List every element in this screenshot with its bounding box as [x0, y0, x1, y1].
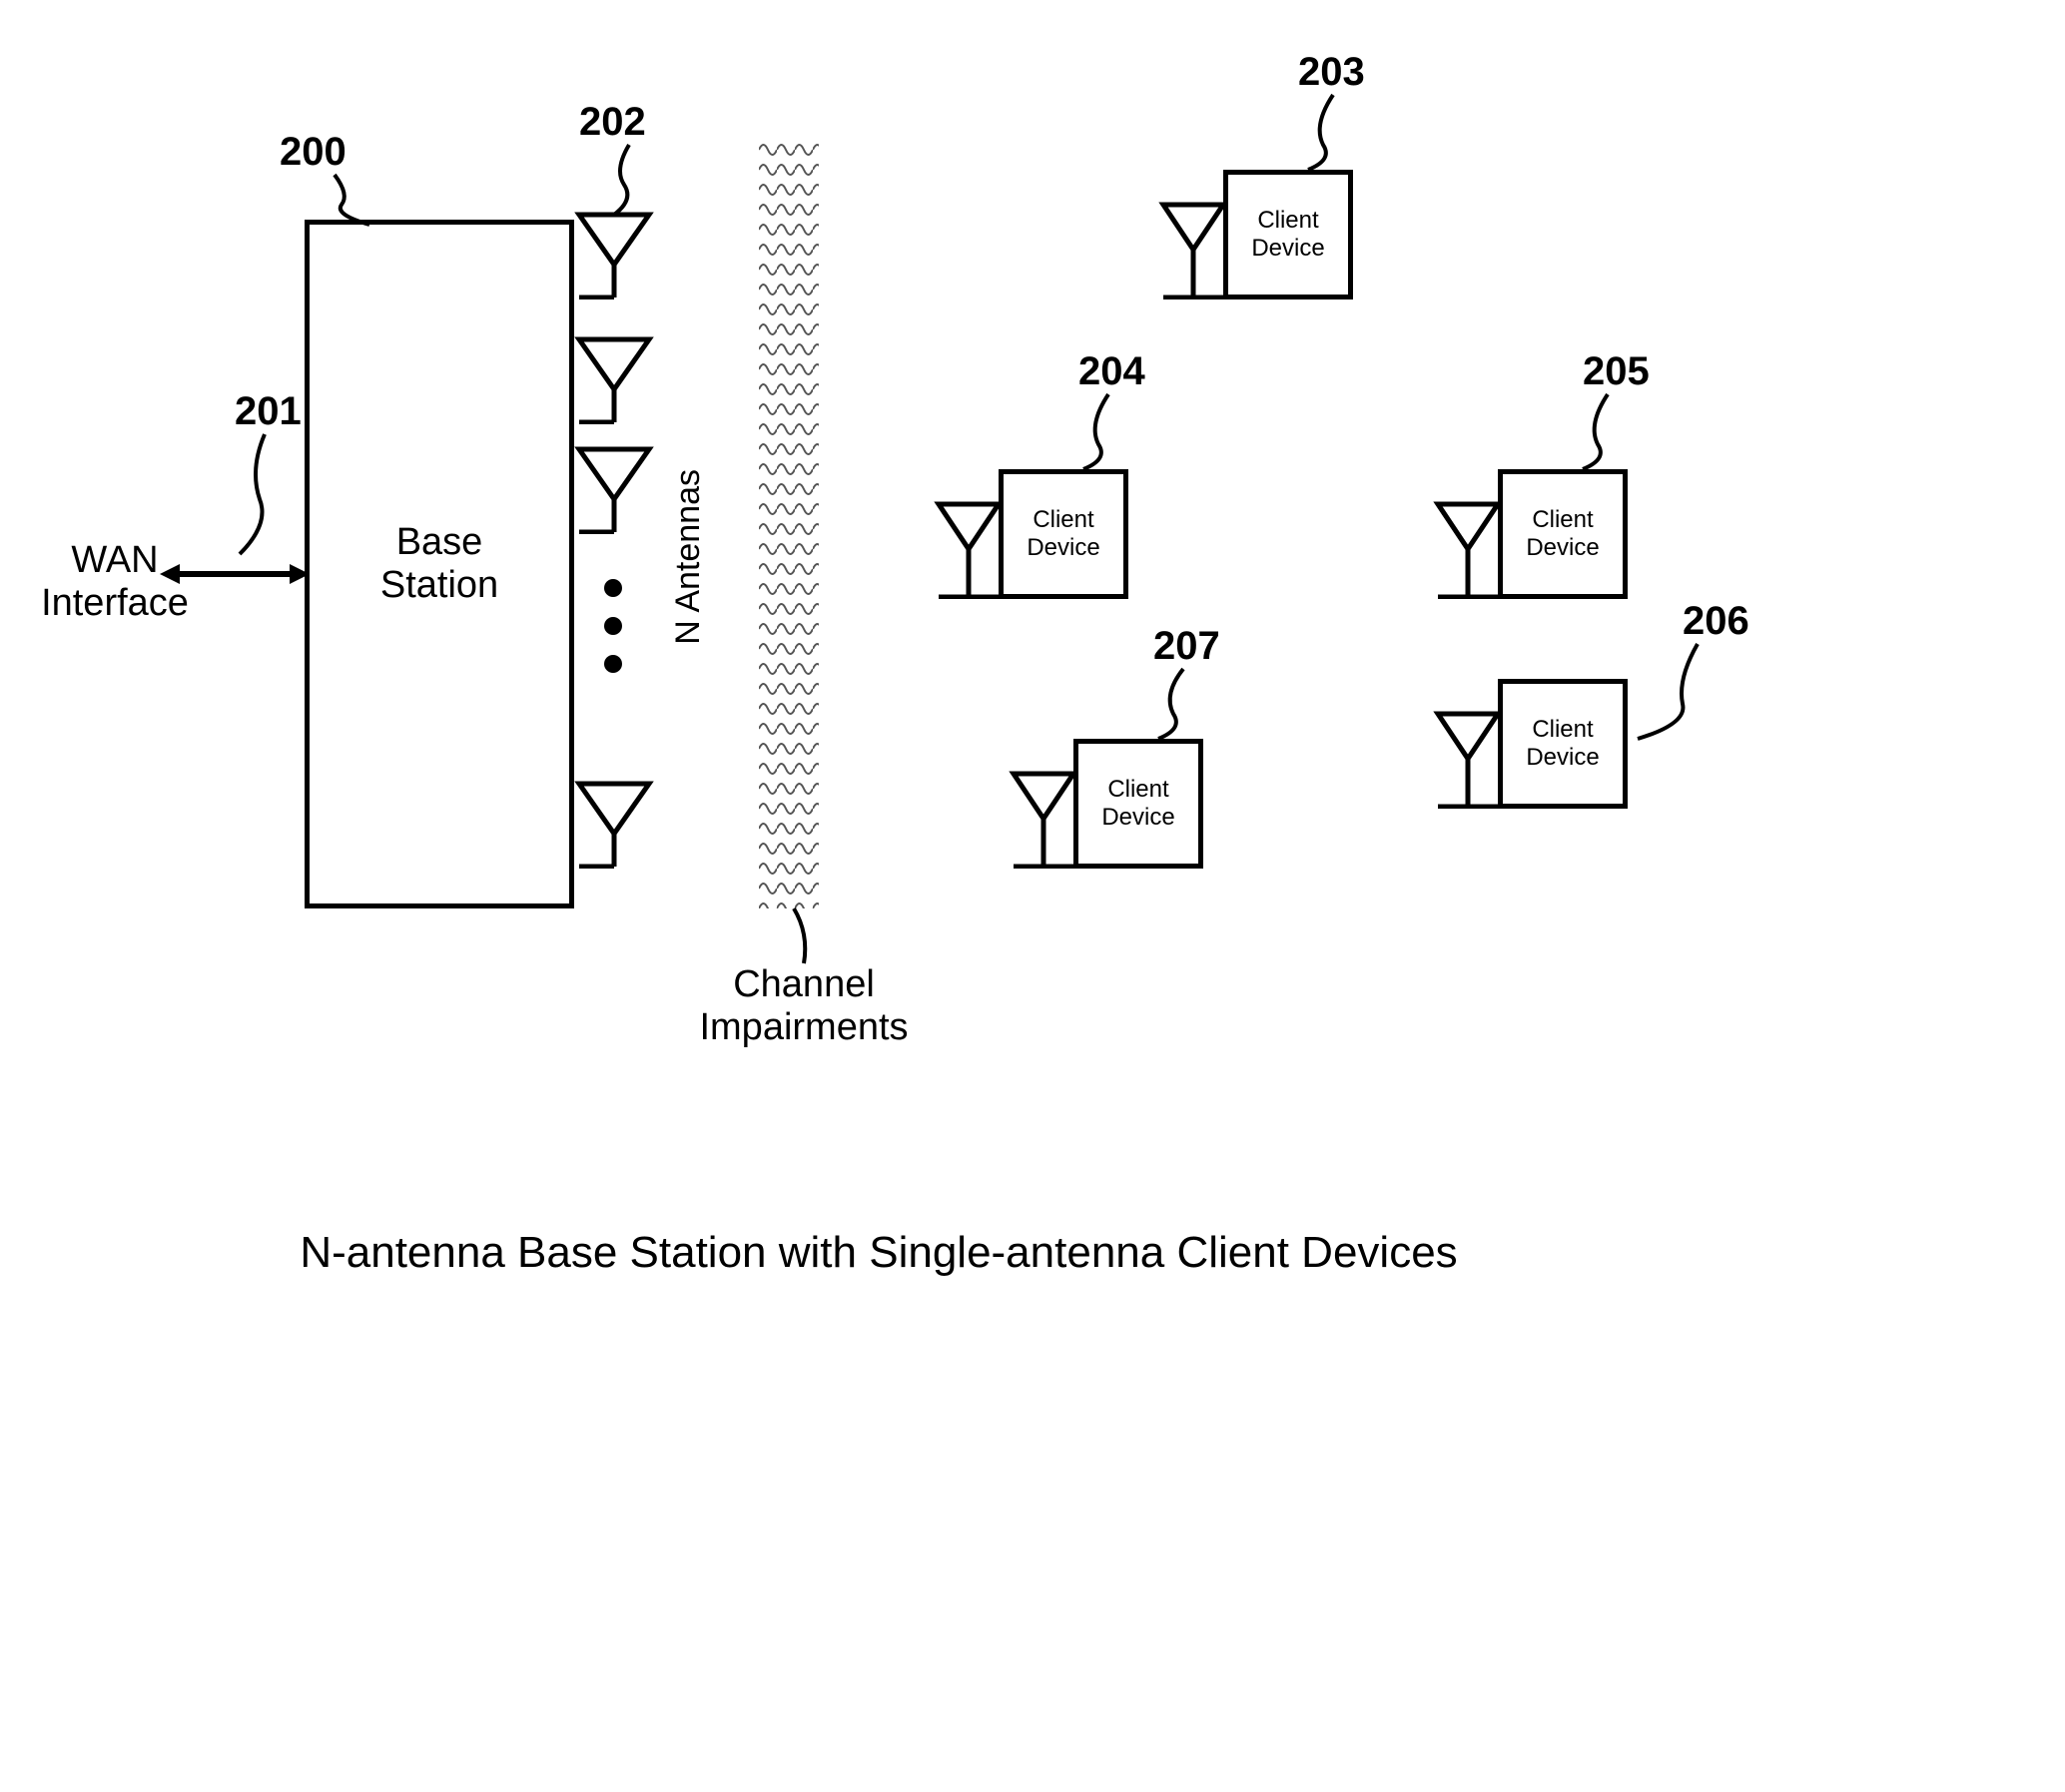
refnum-201: 201 [235, 389, 302, 434]
client-device-box: Client Device [1073, 739, 1203, 869]
client-device-label: Client Device [1526, 506, 1599, 562]
antenna-icon [574, 334, 654, 424]
channel-impairments-label: Channel Impairments [664, 963, 944, 1049]
client-device-box: Client Device [1498, 679, 1628, 809]
client-device-label: Client Device [1251, 207, 1324, 263]
antenna-icon [574, 444, 654, 534]
lead-200 [330, 170, 389, 230]
diagram-canvas: WAN Interface 201 Base Station 200 N Ant… [0, 0, 2065, 1792]
n-antennas-label: N Antennas [669, 469, 708, 645]
refnum-204: 204 [1078, 349, 1145, 394]
antenna-icon [574, 779, 654, 869]
lead-channel [789, 903, 829, 968]
antenna-ellipsis-icon [604, 579, 622, 673]
base-station-box: Base Station [305, 220, 574, 908]
refnum-200: 200 [280, 130, 346, 175]
refnum-206: 206 [1683, 599, 1749, 644]
lead-204 [1073, 389, 1123, 474]
client-device-box: Client Device [1498, 469, 1628, 599]
antenna-icon [574, 210, 654, 299]
lead-206 [1628, 639, 1708, 749]
wan-arrow-icon [160, 554, 310, 594]
refnum-207: 207 [1153, 624, 1220, 669]
antenna-icon [1433, 709, 1503, 809]
channel-impairments-icon [759, 140, 819, 908]
refnum-202: 202 [579, 100, 646, 145]
refnum-203: 203 [1298, 50, 1365, 95]
lead-203 [1298, 90, 1348, 175]
lead-207 [1148, 664, 1198, 744]
figure-caption: N-antenna Base Station with Single-anten… [0, 1228, 1757, 1278]
lead-202 [604, 140, 654, 220]
client-device-box: Client Device [1223, 170, 1353, 299]
lead-201 [225, 429, 285, 559]
antenna-icon [934, 499, 1004, 599]
client-device-label: Client Device [1027, 506, 1099, 562]
client-device-label: Client Device [1526, 716, 1599, 772]
client-device-box: Client Device [999, 469, 1128, 599]
antenna-icon [1158, 200, 1228, 299]
client-device-label: Client Device [1101, 776, 1174, 832]
lead-205 [1573, 389, 1623, 474]
base-station-label: Base Station [380, 521, 498, 607]
antenna-icon [1009, 769, 1078, 869]
refnum-205: 205 [1583, 349, 1650, 394]
antenna-icon [1433, 499, 1503, 599]
